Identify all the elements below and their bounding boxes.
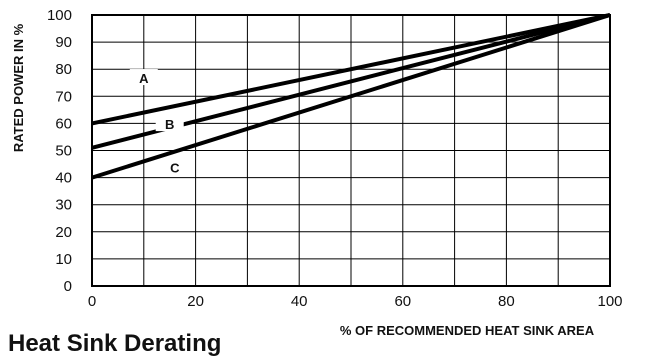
y-tick-label-100: 100 bbox=[47, 7, 72, 24]
y-tick-label-70: 70 bbox=[55, 88, 72, 105]
series-lines: A B C bbox=[91, 13, 611, 180]
y-tick-label-80: 80 bbox=[55, 61, 72, 78]
series-label-bg-a bbox=[129, 69, 158, 86]
y-tick-label-10: 10 bbox=[55, 251, 72, 268]
y-tick-label-0: 0 bbox=[64, 278, 72, 295]
x-tick-label-60: 60 bbox=[394, 293, 411, 310]
series-label-bg-c bbox=[160, 158, 189, 175]
x-tick-labels: 0 20 40 60 80 100 bbox=[88, 293, 623, 310]
series-label-c: C bbox=[170, 160, 180, 175]
y-axis-title: RATED POWER IN % bbox=[11, 23, 26, 152]
x-tick-label-20: 20 bbox=[187, 293, 204, 310]
y-tick-label-30: 30 bbox=[55, 197, 72, 214]
plot-frame bbox=[91, 14, 611, 287]
x-tick-label-0: 0 bbox=[88, 293, 96, 310]
y-tick-label-40: 40 bbox=[55, 170, 72, 187]
x-tick-label-100: 100 bbox=[597, 293, 622, 310]
y-tick-labels: 0 10 20 30 40 50 60 70 80 90 100 bbox=[47, 7, 72, 295]
y-tick-label-50: 50 bbox=[55, 143, 72, 160]
x-tick-label-40: 40 bbox=[291, 293, 308, 310]
x-tick-label-80: 80 bbox=[498, 293, 515, 310]
chart-title: Heat Sink Derating bbox=[8, 330, 221, 356]
series-label-a: A bbox=[139, 71, 149, 86]
y-tick-label-20: 20 bbox=[55, 224, 72, 241]
series-label-b: B bbox=[165, 117, 174, 132]
x-axis-title: % OF RECOMMENDED HEAT SINK AREA bbox=[340, 323, 595, 338]
y-tick-label-90: 90 bbox=[55, 34, 72, 51]
series-line-c bbox=[91, 13, 611, 180]
y-tick-label-60: 60 bbox=[55, 115, 72, 132]
grid bbox=[92, 15, 610, 286]
series-line-a bbox=[91, 13, 611, 126]
series-label-bg-b bbox=[155, 115, 184, 132]
